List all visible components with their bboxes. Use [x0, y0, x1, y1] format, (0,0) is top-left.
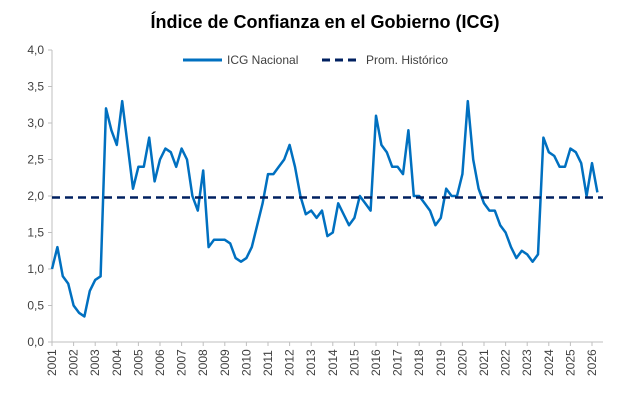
x-tick-label: 2010: [239, 349, 253, 376]
y-tick-label: 1,0: [27, 262, 44, 276]
x-tick-label: 2021: [477, 349, 491, 376]
y-tick-label: 2,5: [27, 153, 44, 167]
x-tick-label: 2003: [88, 349, 102, 376]
x-tick-label: 2017: [391, 349, 405, 376]
x-tick-label: 2015: [347, 349, 361, 376]
x-tick-label: 2001: [45, 349, 59, 376]
x-tick-label: 2025: [563, 349, 577, 376]
x-tick-label: 2018: [412, 349, 426, 376]
x-tick-label: 2004: [110, 349, 124, 376]
x-tick-label: 2014: [326, 349, 340, 376]
y-tick-label: 4,0: [27, 43, 44, 57]
x-tick-label: 2012: [283, 349, 297, 376]
y-tick-label: 0,5: [27, 299, 44, 313]
chart-title: Índice de Confianza en el Gobierno (ICG): [150, 11, 499, 32]
data-line: [50, 99, 599, 318]
x-tick-label: 2009: [218, 349, 232, 376]
x-tick-label: 2020: [455, 349, 469, 376]
x-tick-label: 2008: [196, 349, 210, 376]
y-tick-label: 3,0: [27, 116, 44, 130]
y-tick-label: 2,0: [27, 189, 44, 203]
legend-label: Prom. Histórico: [366, 53, 448, 67]
x-tick-label: 2019: [434, 349, 448, 376]
x-tick-label: 2013: [304, 349, 318, 376]
x-tick-label: 2022: [499, 349, 513, 376]
y-tick-label: 0,0: [27, 335, 44, 349]
x-tick-label: 2005: [131, 349, 145, 376]
x-tick-label: 2023: [520, 349, 534, 376]
x-tick-label: 2024: [542, 349, 556, 376]
x-tick-label: 2007: [175, 349, 189, 376]
x-tick-label: 2002: [67, 349, 81, 376]
x-tick-label: 2011: [261, 350, 275, 376]
x-tick-label: 2026: [585, 349, 599, 376]
x-tick-label: 2006: [153, 349, 167, 376]
y-tick-label: 1,5: [27, 226, 44, 240]
legend-label: ICG Nacional: [227, 53, 298, 67]
y-tick-label: 3,5: [27, 80, 44, 94]
x-tick-label: 2016: [369, 349, 383, 376]
